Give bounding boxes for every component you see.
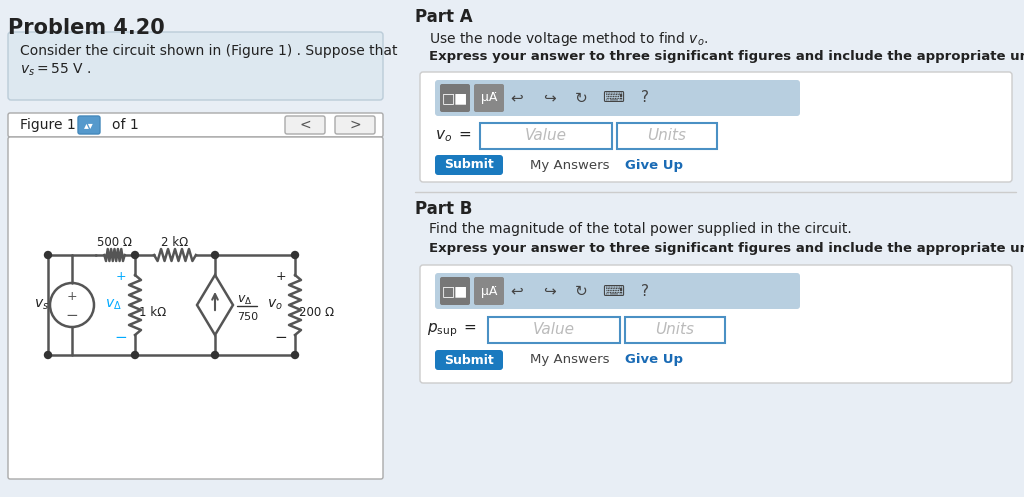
Text: $v_\Delta$: $v_\Delta$ bbox=[237, 293, 252, 307]
FancyBboxPatch shape bbox=[440, 84, 470, 112]
Text: of 1: of 1 bbox=[112, 118, 138, 132]
FancyBboxPatch shape bbox=[8, 113, 383, 137]
Text: Submit: Submit bbox=[444, 159, 494, 171]
FancyBboxPatch shape bbox=[440, 277, 470, 305]
Text: Figure 1: Figure 1 bbox=[20, 118, 76, 132]
Circle shape bbox=[212, 251, 218, 258]
Text: My Answers: My Answers bbox=[530, 159, 609, 171]
Text: ↻: ↻ bbox=[574, 90, 588, 105]
Circle shape bbox=[131, 351, 138, 358]
Circle shape bbox=[212, 351, 218, 358]
FancyBboxPatch shape bbox=[435, 80, 800, 116]
Circle shape bbox=[292, 351, 299, 358]
Bar bbox=[617, 123, 717, 149]
Text: +: + bbox=[116, 270, 126, 283]
Text: +: + bbox=[67, 289, 78, 303]
Text: Part B: Part B bbox=[415, 200, 472, 218]
Text: $v_o$: $v_o$ bbox=[267, 298, 283, 312]
Text: Use the node voltage method to find $v_o$.: Use the node voltage method to find $v_o… bbox=[429, 30, 709, 48]
Text: Units: Units bbox=[655, 323, 694, 337]
Text: μÄ: μÄ bbox=[481, 284, 498, 298]
Text: $v_o\;=$: $v_o\;=$ bbox=[435, 128, 471, 144]
Text: Part A: Part A bbox=[415, 8, 473, 26]
Circle shape bbox=[131, 251, 138, 258]
FancyBboxPatch shape bbox=[78, 116, 100, 134]
Text: ▴▾: ▴▾ bbox=[84, 120, 94, 130]
FancyBboxPatch shape bbox=[435, 273, 800, 309]
Text: □■: □■ bbox=[442, 91, 468, 105]
FancyBboxPatch shape bbox=[474, 84, 504, 112]
Text: Express your answer to three significant figures and include the appropriate uni: Express your answer to three significant… bbox=[429, 50, 1024, 63]
Text: ↪: ↪ bbox=[543, 283, 555, 299]
FancyBboxPatch shape bbox=[435, 350, 503, 370]
Text: Submit: Submit bbox=[444, 353, 494, 366]
Circle shape bbox=[44, 251, 51, 258]
Text: >: > bbox=[349, 118, 360, 132]
Text: 750: 750 bbox=[237, 312, 258, 322]
Text: $v_s = 55\;$V .: $v_s = 55\;$V . bbox=[20, 62, 91, 79]
Text: Value: Value bbox=[525, 129, 567, 144]
Text: Express your answer to three significant figures and include the appropriate uni: Express your answer to three significant… bbox=[429, 242, 1024, 255]
Text: ↪: ↪ bbox=[543, 90, 555, 105]
FancyBboxPatch shape bbox=[335, 116, 375, 134]
Text: 2 kΩ: 2 kΩ bbox=[162, 236, 188, 248]
Text: Give Up: Give Up bbox=[625, 353, 683, 366]
FancyBboxPatch shape bbox=[474, 277, 504, 305]
Bar bbox=[480, 123, 612, 149]
Text: Problem 4.20: Problem 4.20 bbox=[8, 18, 165, 38]
Bar bbox=[488, 317, 620, 343]
Text: ?: ? bbox=[641, 283, 649, 299]
Text: $v_\Delta$: $v_\Delta$ bbox=[104, 298, 122, 312]
FancyBboxPatch shape bbox=[285, 116, 325, 134]
Text: μÄ: μÄ bbox=[481, 91, 498, 104]
Text: Give Up: Give Up bbox=[625, 159, 683, 171]
Text: −: − bbox=[115, 330, 127, 344]
FancyBboxPatch shape bbox=[420, 72, 1012, 182]
Text: ↩: ↩ bbox=[511, 283, 523, 299]
Text: $v_s$: $v_s$ bbox=[35, 298, 49, 312]
Text: Value: Value bbox=[534, 323, 575, 337]
Text: 1 kΩ: 1 kΩ bbox=[139, 307, 166, 320]
Text: ↻: ↻ bbox=[574, 283, 588, 299]
Text: $p_{\mathrm{sup}}\;=$: $p_{\mathrm{sup}}\;=$ bbox=[427, 321, 476, 339]
FancyBboxPatch shape bbox=[8, 137, 383, 479]
Text: My Answers: My Answers bbox=[530, 353, 609, 366]
Text: ?: ? bbox=[641, 90, 649, 105]
Text: ⌨: ⌨ bbox=[602, 90, 624, 105]
Text: ⌨: ⌨ bbox=[602, 283, 624, 299]
Text: <: < bbox=[299, 118, 311, 132]
Bar bbox=[625, 317, 725, 343]
FancyBboxPatch shape bbox=[420, 265, 1012, 383]
Circle shape bbox=[44, 351, 51, 358]
Text: +: + bbox=[275, 270, 287, 283]
Text: Consider the circuit shown in (Figure 1) . Suppose that: Consider the circuit shown in (Figure 1)… bbox=[20, 44, 397, 58]
Text: −: − bbox=[274, 330, 288, 344]
Text: Units: Units bbox=[647, 129, 686, 144]
Text: 500 Ω: 500 Ω bbox=[97, 236, 132, 248]
FancyBboxPatch shape bbox=[8, 32, 383, 100]
Text: 200 Ω: 200 Ω bbox=[299, 307, 334, 320]
FancyBboxPatch shape bbox=[435, 155, 503, 175]
Text: ↩: ↩ bbox=[511, 90, 523, 105]
Text: □■: □■ bbox=[442, 284, 468, 298]
Text: −: − bbox=[66, 309, 79, 324]
Text: Find the magnitude of the total power supplied in the circuit.: Find the magnitude of the total power su… bbox=[429, 222, 852, 236]
Circle shape bbox=[292, 251, 299, 258]
